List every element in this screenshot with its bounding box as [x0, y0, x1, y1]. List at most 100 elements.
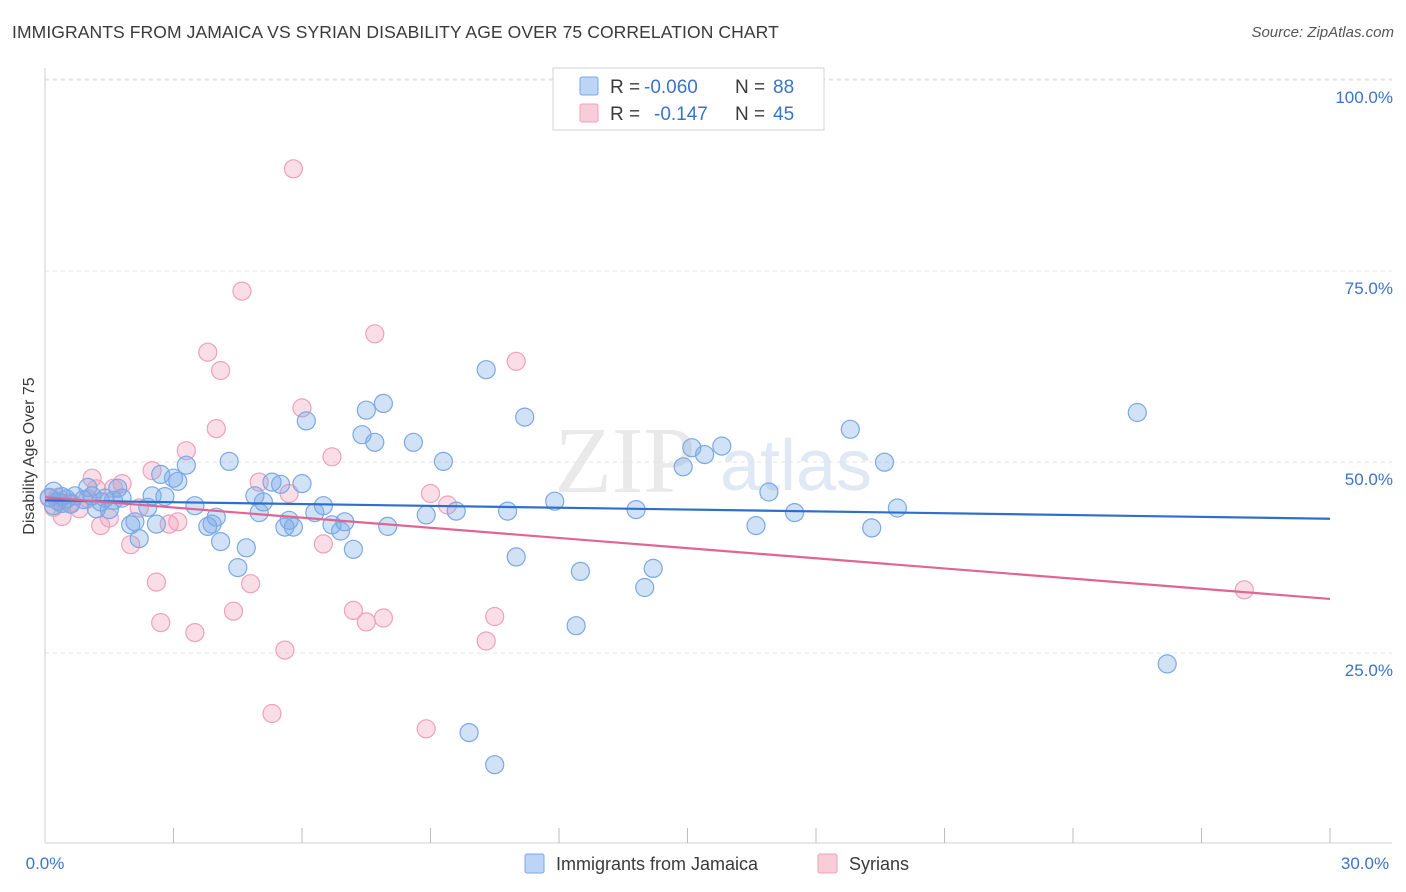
stats-r-label-jamaica: R =: [610, 77, 640, 98]
jamaica-point-57: [403, 432, 423, 452]
y-tick-label-75: 75.0%: [1345, 279, 1393, 298]
watermark-zip: ZIP: [555, 409, 696, 513]
y-tick-label-25: 25.0%: [1345, 661, 1393, 680]
stats-legend: R = -0.060 N = 88 R = -0.147 N = 45: [552, 67, 825, 131]
syrians-point-39: [373, 608, 393, 628]
syrians-point-22: [198, 342, 218, 362]
legend-swatch-jamaica: [524, 853, 545, 874]
syrians-trend-line: [44, 496, 1331, 601]
jamaica-point-49: [331, 521, 351, 541]
jamaica-point-72: [643, 558, 663, 579]
syrians-point-27: [241, 574, 261, 594]
jamaica-point-87: [52, 487, 72, 507]
jamaica-point-66: [515, 407, 535, 427]
y-tick-label-50: 50.0%: [1345, 470, 1393, 489]
syrians-point-29: [262, 703, 282, 724]
jamaica-point-47: [313, 496, 333, 516]
stats-n-value-jamaica: 88: [773, 77, 794, 98]
jamaica-point-23: [151, 464, 171, 484]
x-tick-label-min: 0.0%: [26, 854, 65, 873]
stats-r-label-syrians: R =: [610, 104, 640, 125]
syrians-point-34: [313, 534, 333, 554]
jamaica-point-85: [1157, 654, 1177, 674]
syrians-point-41: [420, 483, 441, 504]
legend-swatch-syrians: [817, 853, 838, 874]
stats-r-value-syrians: -0.147: [654, 104, 708, 125]
chart-title: IMMIGRANTS FROM JAMAICA VS SYRIAN DISABI…: [12, 22, 779, 42]
syrians-point-23: [206, 419, 226, 439]
jamaica-point-62: [476, 360, 496, 380]
jamaica-point-54: [365, 432, 385, 452]
syrians-point-26: [232, 281, 252, 301]
syrians-point-44: [506, 351, 526, 371]
jamaica-point-43: [283, 517, 303, 537]
jamaica-point-34: [228, 557, 248, 578]
jamaica-point-73: [673, 457, 693, 477]
watermark: ZIP atlas: [555, 409, 873, 513]
jamaica-point-27: [176, 455, 196, 475]
jamaica-point-77: [746, 515, 766, 536]
series-legend: Immigrants from Jamaica Syrians: [524, 853, 909, 874]
syrians-point-25: [223, 601, 244, 621]
jamaica-point-61: [459, 722, 479, 743]
syrians-point-21: [185, 622, 205, 643]
syrians-point-19: [168, 512, 188, 532]
syrians-point-37: [356, 612, 376, 632]
syrians-point-45: [485, 606, 505, 627]
jamaica-point-65: [506, 547, 526, 567]
x-ticks: [173, 828, 1331, 843]
jamaica-point-76: [712, 436, 732, 456]
jamaica-point-68: [566, 616, 586, 636]
jamaica-point-60: [446, 501, 466, 521]
jamaica-point-55: [373, 393, 393, 413]
jamaica-point-80: [840, 419, 860, 439]
jamaica-point-83: [887, 498, 908, 518]
jamaica-point-63: [485, 755, 505, 775]
jamaica-point-79: [784, 502, 805, 523]
syrians-point-16: [146, 572, 166, 592]
syrians-point-46: [1234, 580, 1254, 600]
jamaica-point-44: [292, 474, 312, 494]
jamaica-point-53: [356, 400, 376, 420]
syrians-point-32: [283, 159, 303, 179]
syrians-point-35: [322, 447, 342, 467]
x-tick-label-max: 30.0%: [1341, 854, 1389, 873]
jamaica-point-26: [168, 471, 188, 491]
stats-n-label-syrians: N =: [735, 104, 765, 125]
jamaica-point-40: [271, 474, 291, 494]
y-axis-label: Disability Age Over 75: [21, 377, 38, 535]
jamaica-point-67: [545, 491, 565, 511]
jamaica-point-35: [236, 538, 256, 558]
jamaica-point-75: [694, 445, 715, 465]
stats-n-label-jamaica: N =: [735, 77, 765, 98]
jamaica-point-59: [433, 451, 453, 471]
jamaica-point-28: [185, 496, 205, 516]
stats-r-value-jamaica: -0.060: [644, 77, 698, 98]
jamaica-point-71: [635, 577, 655, 598]
syrians-point-20: [176, 441, 196, 461]
jamaica-point-31: [206, 507, 226, 527]
jamaica-point-32: [211, 531, 231, 552]
stats-swatch-jamaica: [579, 76, 599, 96]
syrians-point-24: [211, 360, 231, 381]
jamaica-point-82: [874, 452, 895, 472]
y-tick-label-100: 100.0%: [1335, 88, 1393, 107]
trend-lines: [44, 496, 1331, 601]
jamaica-point-78: [759, 482, 779, 502]
stats-n-value-syrians: 45: [773, 104, 794, 125]
jamaica-point-51: [343, 539, 363, 559]
jamaica-point-33: [219, 451, 239, 471]
jamaica-point-18: [125, 512, 145, 532]
legend-label-jamaica: Immigrants from Jamaica: [556, 854, 759, 874]
syrians-point-30: [275, 640, 295, 660]
jamaica-point-45: [296, 411, 316, 431]
jamaica-point-58: [416, 505, 436, 525]
jamaica-point-19: [129, 528, 149, 549]
legend-label-syrians: Syrians: [849, 854, 909, 874]
source-label: Source: ZipAtlas.com: [1251, 24, 1394, 41]
jamaica-point-81: [862, 518, 882, 538]
jamaica-point-69: [570, 561, 591, 582]
watermark-atlas: atlas: [720, 426, 872, 506]
jamaica-point-56: [378, 516, 398, 537]
syrians-point-40: [416, 719, 436, 739]
